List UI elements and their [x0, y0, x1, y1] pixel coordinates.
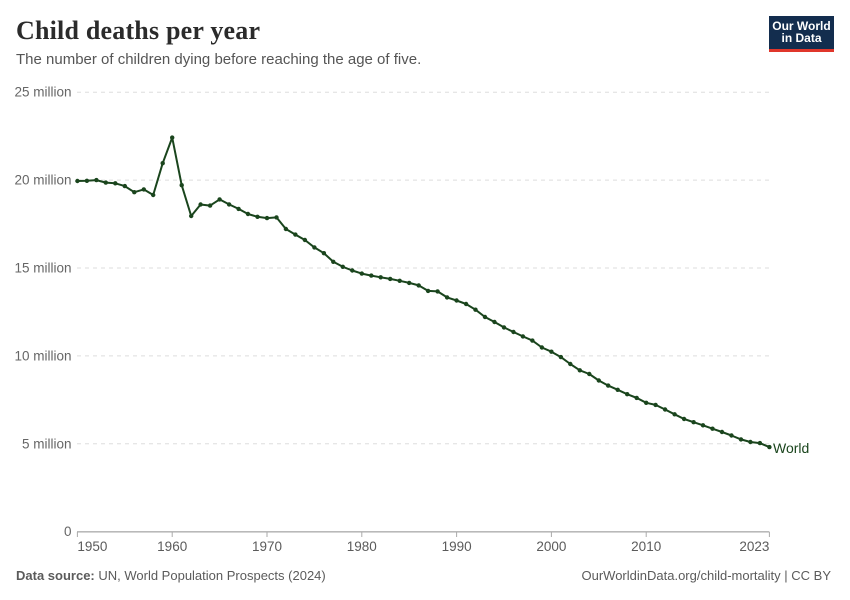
svg-text:25 million: 25 million	[14, 85, 71, 100]
svg-text:2000: 2000	[536, 539, 566, 554]
svg-text:1980: 1980	[347, 539, 377, 554]
svg-text:5 million: 5 million	[22, 436, 72, 451]
svg-text:1970: 1970	[252, 539, 282, 554]
svg-text:World: World	[773, 440, 809, 456]
svg-text:1960: 1960	[157, 539, 187, 554]
svg-text:2010: 2010	[631, 539, 661, 554]
svg-text:1950: 1950	[77, 539, 107, 554]
svg-text:1990: 1990	[442, 539, 472, 554]
svg-text:0: 0	[64, 524, 72, 539]
svg-text:2023: 2023	[739, 539, 769, 554]
svg-text:10 million: 10 million	[14, 348, 71, 363]
svg-text:20 million: 20 million	[14, 173, 71, 188]
svg-text:15 million: 15 million	[14, 261, 71, 276]
